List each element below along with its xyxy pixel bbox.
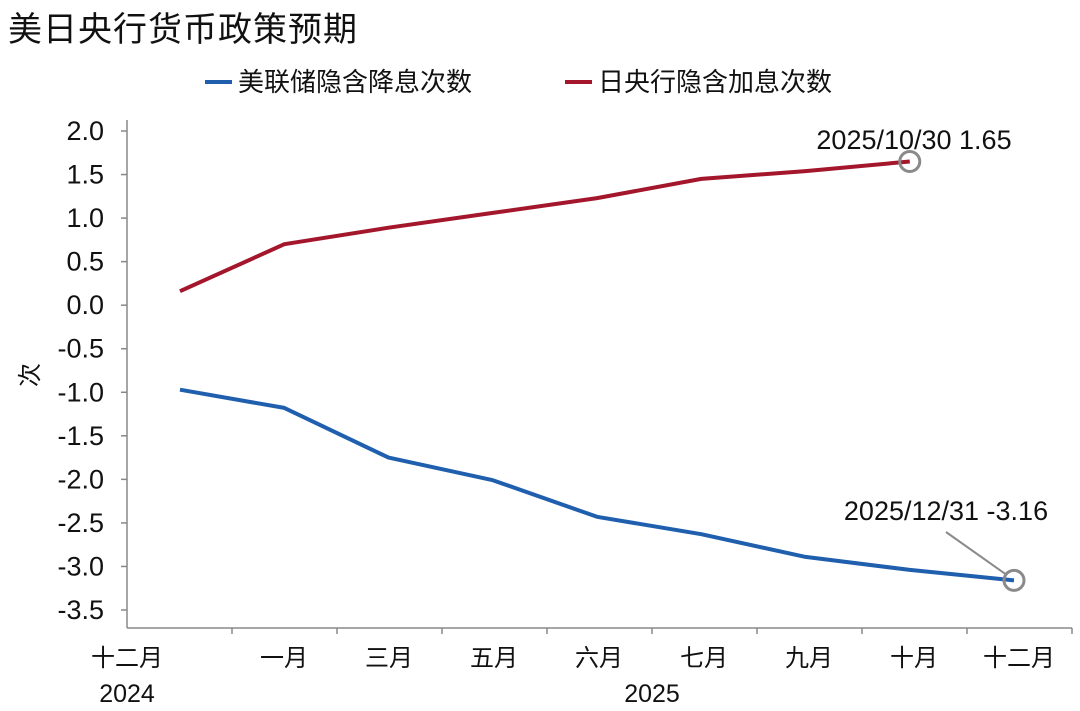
chart-title: 美日央行货币政策预期 bbox=[8, 10, 358, 50]
x-tick-label: 三月 bbox=[365, 644, 413, 672]
x-tick-label: 七月 bbox=[680, 644, 728, 672]
x-ticks: 十二月 一月 三月 五月 六月 七月 九月 十月 十二月 bbox=[91, 628, 1073, 672]
annotation-label-boj: 2025/10/30 1.65 bbox=[816, 125, 1011, 155]
y-tick-label: 0.5 bbox=[66, 247, 104, 277]
y-tick-label: -2.0 bbox=[57, 464, 104, 494]
annotations: 2025/10/30 1.65 2025/12/31 -3.16 bbox=[816, 125, 1048, 592]
y-tick-label: 1.0 bbox=[66, 203, 104, 233]
annotation-marker-fed bbox=[1002, 568, 1026, 592]
y-tick-label: -3.0 bbox=[57, 551, 104, 581]
x-tick-label: 九月 bbox=[785, 644, 833, 672]
legend-label-fed: 美联储隐含降息次数 bbox=[238, 68, 472, 98]
year-label-2024: 2024 bbox=[99, 680, 155, 708]
legend: 美联储隐含降息次数 日央行隐含加息次数 bbox=[205, 68, 832, 98]
x-tick-label: 十二月 bbox=[983, 644, 1055, 672]
year-label-2025: 2025 bbox=[624, 680, 680, 708]
annotation-label-fed: 2025/12/31 -3.16 bbox=[844, 496, 1048, 526]
x-tick-label: 十月 bbox=[890, 644, 938, 672]
y-tick-label: 2.0 bbox=[66, 116, 104, 146]
y-tick-label: 1.5 bbox=[66, 160, 104, 190]
legend-label-boj: 日央行隐含加息次数 bbox=[598, 68, 832, 98]
annotation-leader-fed bbox=[945, 531, 1007, 576]
series-line-fed bbox=[179, 387, 1015, 583]
y-tick-label: -0.5 bbox=[57, 334, 104, 364]
y-tick-label: -1.5 bbox=[57, 421, 104, 451]
x-tick-label: 十二月 bbox=[91, 644, 163, 672]
y-tick-label: -2.5 bbox=[57, 508, 104, 538]
x-tick-label: 六月 bbox=[575, 644, 623, 672]
y-tick-label: -1.0 bbox=[57, 377, 104, 407]
y-axis-label: 次 bbox=[16, 363, 44, 387]
series-line-boj bbox=[179, 159, 910, 294]
x-tick-label: 五月 bbox=[470, 644, 518, 672]
annotation-marker-boj bbox=[898, 149, 922, 173]
y-ticks: 2.0 1.5 1.0 0.5 0.0 -0.5 -1.0 -1.5 -2.0 -2.5 -3.0 -… bbox=[57, 116, 127, 625]
y-tick-label: 0.0 bbox=[66, 290, 104, 320]
y-tick-label: -3.5 bbox=[57, 595, 104, 625]
x-tick-label: 一月 bbox=[260, 644, 308, 672]
